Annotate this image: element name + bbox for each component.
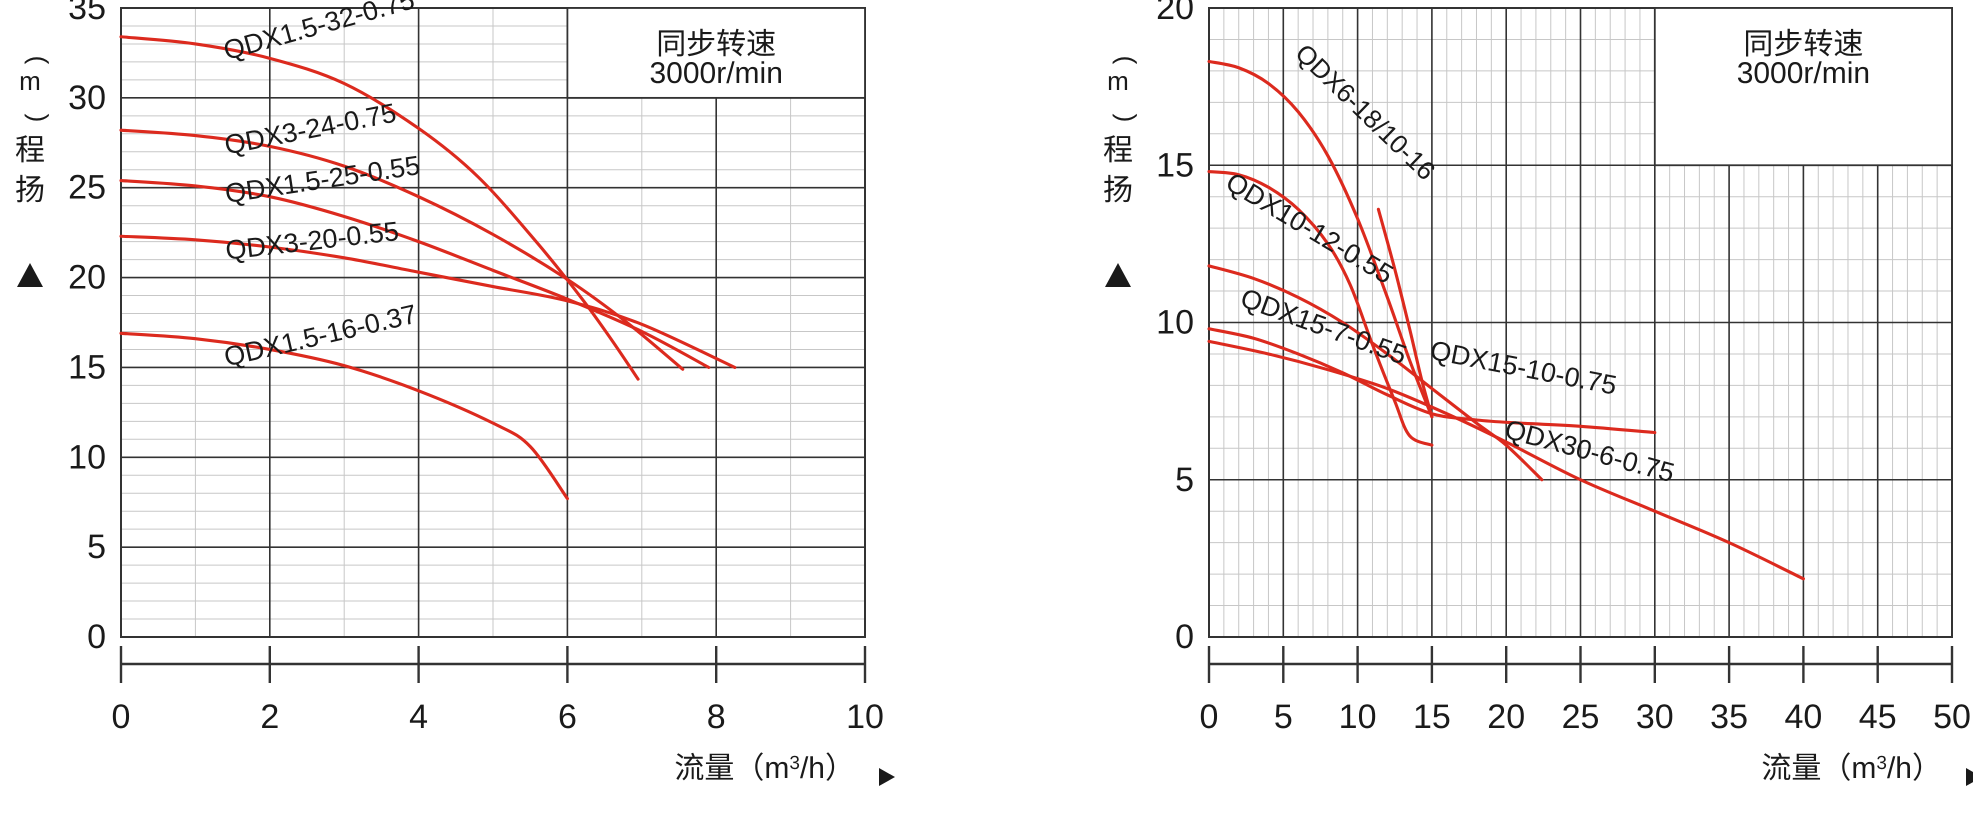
svg-text:30: 30 bbox=[68, 79, 106, 117]
svg-text:2: 2 bbox=[260, 698, 279, 736]
svg-text:25: 25 bbox=[68, 169, 106, 207]
svg-text:35: 35 bbox=[68, 0, 106, 27]
svg-text:0: 0 bbox=[1200, 698, 1219, 736]
svg-text:10: 10 bbox=[1156, 304, 1194, 342]
svg-text:5: 5 bbox=[1175, 461, 1194, 499]
svg-text:3000r/min: 3000r/min bbox=[649, 57, 782, 90]
svg-text:15: 15 bbox=[1156, 146, 1194, 184]
svg-text:流量（m3/h）: 流量（m3/h） bbox=[674, 752, 855, 785]
svg-text:20: 20 bbox=[1156, 0, 1194, 27]
svg-text:50: 50 bbox=[1933, 698, 1971, 736]
svg-text:扬: 扬 bbox=[1103, 174, 1133, 207]
svg-text:m: m bbox=[19, 66, 41, 96]
svg-text:程: 程 bbox=[15, 134, 45, 167]
svg-text:(: ( bbox=[1112, 56, 1142, 65]
svg-text:15: 15 bbox=[1413, 698, 1451, 736]
svg-text:4: 4 bbox=[409, 698, 428, 736]
svg-text:扬: 扬 bbox=[15, 174, 45, 207]
svg-text:): ) bbox=[1112, 114, 1142, 123]
svg-text:): ) bbox=[24, 114, 54, 123]
svg-text:10: 10 bbox=[68, 438, 106, 476]
svg-text:10: 10 bbox=[1339, 698, 1377, 736]
svg-text:程: 程 bbox=[1103, 134, 1133, 167]
svg-text:15: 15 bbox=[68, 348, 106, 386]
svg-text:(: ( bbox=[24, 56, 54, 65]
svg-text:3000r/min: 3000r/min bbox=[1737, 57, 1870, 90]
svg-text:20: 20 bbox=[1487, 698, 1525, 736]
svg-text:0: 0 bbox=[87, 618, 106, 656]
svg-text:10: 10 bbox=[846, 698, 884, 736]
svg-text:45: 45 bbox=[1859, 698, 1897, 736]
svg-text:流量（m3/h）: 流量（m3/h） bbox=[1761, 752, 1942, 785]
svg-text:30: 30 bbox=[1636, 698, 1674, 736]
svg-text:35: 35 bbox=[1710, 698, 1748, 736]
svg-text:5: 5 bbox=[1274, 698, 1293, 736]
svg-text:8: 8 bbox=[707, 698, 726, 736]
svg-text:0: 0 bbox=[112, 698, 131, 736]
svg-text:5: 5 bbox=[87, 528, 106, 566]
svg-text:25: 25 bbox=[1562, 698, 1600, 736]
svg-text:0: 0 bbox=[1175, 618, 1194, 656]
svg-text:6: 6 bbox=[558, 698, 577, 736]
svg-text:20: 20 bbox=[68, 259, 106, 297]
svg-text:m: m bbox=[1107, 66, 1129, 96]
svg-text:40: 40 bbox=[1784, 698, 1822, 736]
